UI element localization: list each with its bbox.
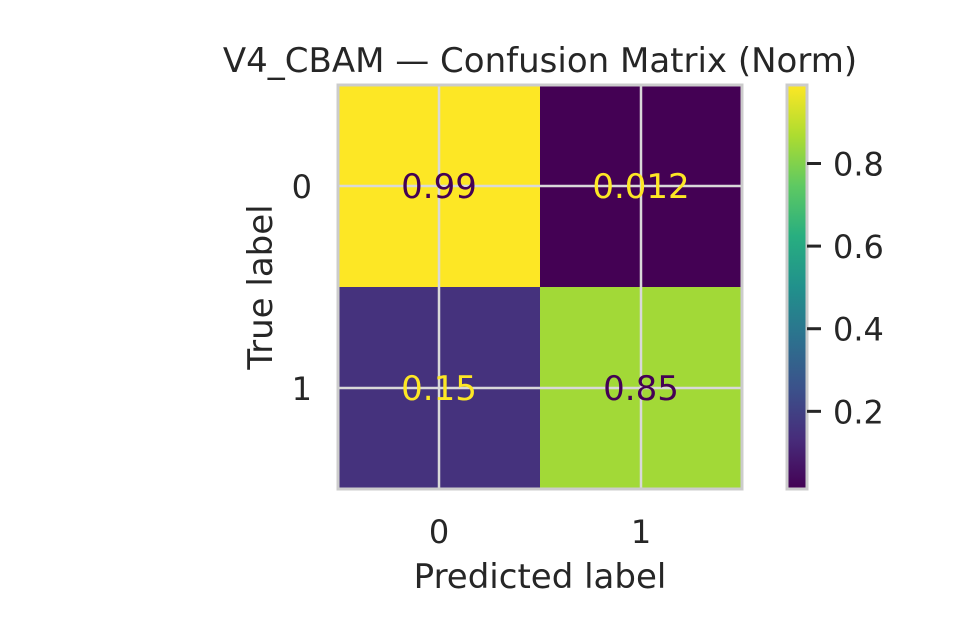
- heatmap-cells: [338, 85, 742, 489]
- colorbar: [785, 83, 809, 491]
- y-tick-label: 1: [292, 370, 312, 408]
- colorbar-tick-label: 0.8: [833, 145, 884, 183]
- plot-frame: [336, 83, 744, 491]
- y-axis-label: True label: [241, 204, 281, 370]
- colorbar-ticks: 0.2 0.4 0.6 0.8: [807, 145, 884, 431]
- grid-lines: [338, 85, 742, 489]
- cell-value-label: 0.012: [592, 167, 689, 207]
- y-tick-label: 0: [292, 168, 312, 206]
- x-tick-label: 0: [429, 513, 449, 551]
- cell-value-labels: 0.99 0.012 0.15 0.85: [401, 167, 690, 409]
- colorbar-tick-label: 0.6: [833, 228, 884, 266]
- colorbar-tick-label: 0.4: [833, 311, 884, 349]
- cell-value-label: 0.99: [401, 167, 477, 207]
- x-tick-label: 1: [631, 513, 651, 551]
- y-tick-labels: 01: [292, 168, 312, 408]
- cell-value-label: 0.85: [603, 369, 679, 409]
- chart-title: V4_CBAM — Confusion Matrix (Norm): [223, 41, 857, 81]
- colorbar-tick-label: 0.2: [833, 393, 884, 431]
- x-axis-label: Predicted label: [414, 557, 667, 597]
- cell-value-label: 0.15: [401, 369, 477, 409]
